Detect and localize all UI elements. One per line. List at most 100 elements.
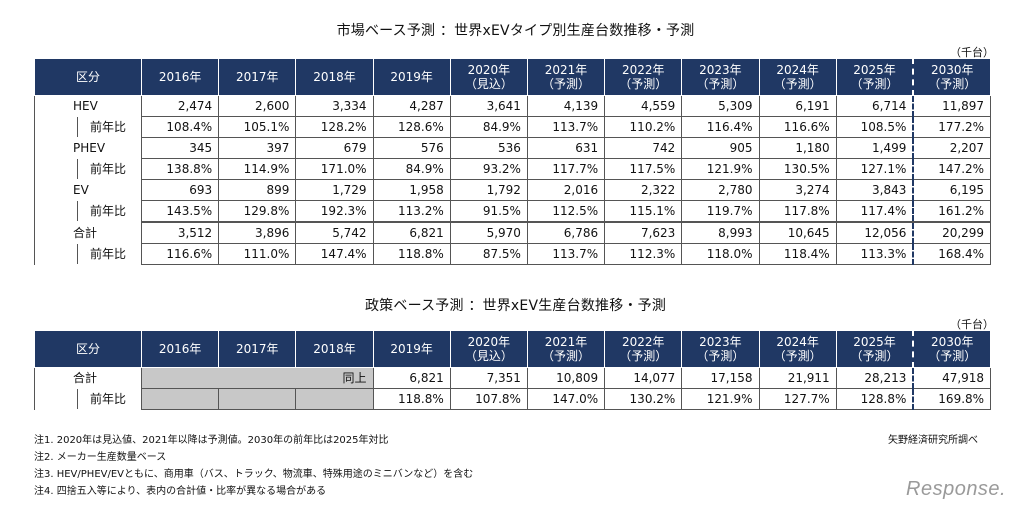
table2-unit: （千台）: [950, 318, 994, 331]
header-line2: （予測）: [619, 77, 668, 91]
value-cell: 3,334: [295, 95, 374, 117]
value-cell: 47,918: [912, 367, 992, 389]
yoy-cell: 117.5%: [604, 158, 683, 180]
value-cell: 3,274: [758, 179, 837, 201]
yoy-cell: 108.5%: [835, 116, 915, 138]
source-credit: 矢野経済研究所調べ: [888, 435, 978, 446]
yoy-cell: 91.5%: [449, 200, 528, 223]
table1-header-cell: 区分: [34, 58, 142, 96]
row-label: EV: [73, 183, 89, 197]
value-cell: 2,016: [526, 179, 606, 201]
yoy-cell: 129.8%: [218, 200, 297, 223]
response-logo: Response.: [906, 478, 1007, 500]
header-line1: 2018年: [313, 342, 356, 356]
table2-header-cell: 2021年 （予測）: [526, 330, 606, 368]
value-cell: 536: [449, 137, 528, 159]
header-line1: 2017年: [236, 70, 279, 84]
yoy-cell: 169.8%: [912, 388, 992, 410]
table1-header-cell: 2023年 （予測）: [681, 58, 760, 96]
value-cell: 7,623: [604, 221, 683, 244]
header-line1: 2025年: [853, 335, 896, 349]
value-cell: 11,897: [912, 95, 992, 117]
yoy-cell: 118.0%: [681, 243, 760, 265]
table1-yoy-row: 前年比 138.8% 114.9% 171.0% 84.9% 93.2% 117.7% 117…: [34, 158, 992, 180]
value-cell: 899: [218, 179, 297, 201]
header-line2: （見込）: [464, 77, 513, 91]
table2-header-cell: 2016年: [140, 330, 220, 368]
value-cell: 397: [218, 137, 297, 159]
header-line2: （予測）: [619, 349, 668, 363]
yoy-cell: 113.7%: [526, 243, 606, 265]
table2-header-cell: 区分: [34, 330, 142, 368]
yoy-label: 前年比: [77, 159, 141, 179]
yoy-cell: 116.6%: [140, 243, 220, 265]
header-line2: （予測）: [928, 349, 977, 363]
yoy-cell: 127.1%: [835, 158, 915, 180]
value-cell: 10,809: [526, 367, 606, 389]
yoy-cell: 110.2%: [604, 116, 683, 138]
value-cell: 2,322: [604, 179, 683, 201]
row-label-cell: 合計: [34, 222, 142, 244]
yoy-cell: 93.2%: [449, 158, 528, 180]
table1-header-cell: 2016年: [140, 58, 220, 96]
yoy-label-cell: 前年比: [34, 116, 142, 138]
yoy-cell: 171.0%: [295, 158, 374, 180]
header-line1: 2030年: [930, 335, 974, 349]
value-cell: 3,843: [835, 179, 915, 201]
yoy-cell: 87.5%: [449, 243, 528, 265]
yoy-cell: 121.9%: [681, 158, 760, 180]
yoy-cell: 105.1%: [218, 116, 297, 138]
header-line1: 2018年: [313, 70, 356, 84]
table2-header-cell: 2020年 （見込）: [449, 330, 528, 368]
yoy-cell: 138.8%: [140, 158, 220, 180]
header-line2: （予測）: [773, 349, 822, 363]
value-cell: 693: [140, 179, 220, 201]
value-cell: 6,191: [758, 95, 837, 117]
yoy-cell: 128.6%: [372, 116, 451, 138]
table1-header-cell: 2021年 （予測）: [526, 58, 606, 96]
value-cell: 6,195: [912, 179, 992, 201]
value-cell: 8,993: [681, 221, 760, 244]
value-cell: 2,207: [912, 137, 992, 159]
value-cell: 2,780: [681, 179, 760, 201]
value-cell: 1,499: [835, 137, 915, 159]
yoy-cell: 118.8%: [372, 243, 451, 265]
value-cell: 6,821: [372, 221, 451, 244]
yoy-cell: 114.9%: [218, 158, 297, 180]
header-line1: 2016年: [158, 70, 202, 84]
yoy-cell: 112.5%: [526, 200, 606, 223]
yoy-cell: 117.7%: [526, 158, 606, 180]
table1-header-cell: 2020年 （見込）: [449, 58, 528, 96]
table1-header-cell: 2030年 （予測）: [912, 58, 992, 96]
value-cell: 21,911: [758, 367, 837, 389]
row-label: 合計: [73, 371, 98, 386]
header-line2: （予測）: [542, 349, 591, 363]
value-cell: 3,896: [218, 221, 297, 244]
table1-header-cell: 2022年 （予測）: [604, 58, 683, 96]
table1-header-cell: 2019年: [372, 58, 451, 96]
yoy-cell: 119.7%: [681, 200, 760, 223]
header-line1: 2023年: [699, 335, 742, 349]
yoy-cell: 113.2%: [372, 200, 451, 223]
row-label-cell: HEV: [34, 95, 142, 117]
yoy-cell: 177.2%: [912, 116, 992, 138]
value-cell: 5,970: [449, 221, 528, 244]
value-cell: 12,056: [835, 221, 915, 244]
header-line2: （予測）: [850, 349, 899, 363]
row-label: 合計: [73, 225, 98, 240]
header-line1: 2021年: [544, 335, 588, 349]
yoy-label: 前年比: [77, 117, 141, 137]
yoy-label: 前年比: [77, 201, 141, 222]
table2-header-cell: 2019年: [372, 330, 451, 368]
value-cell: 7,351: [449, 367, 528, 389]
yoy-label: 前年比: [77, 389, 141, 409]
yoy-cell: 115.1%: [604, 200, 683, 223]
yoy-cell: 107.8%: [449, 388, 528, 410]
yoy-cell: 128.8%: [835, 388, 915, 410]
yoy-cell: 147.2%: [912, 158, 992, 180]
table1-yoy-row: 前年比 116.6% 111.0% 147.4% 118.8% 87.5% 113.7% 11…: [34, 243, 992, 265]
value-cell: 20,299: [912, 221, 992, 244]
value-cell: 1,792: [449, 179, 528, 201]
value-cell: 4,287: [372, 95, 451, 117]
row-label-cell: PHEV: [34, 137, 142, 159]
